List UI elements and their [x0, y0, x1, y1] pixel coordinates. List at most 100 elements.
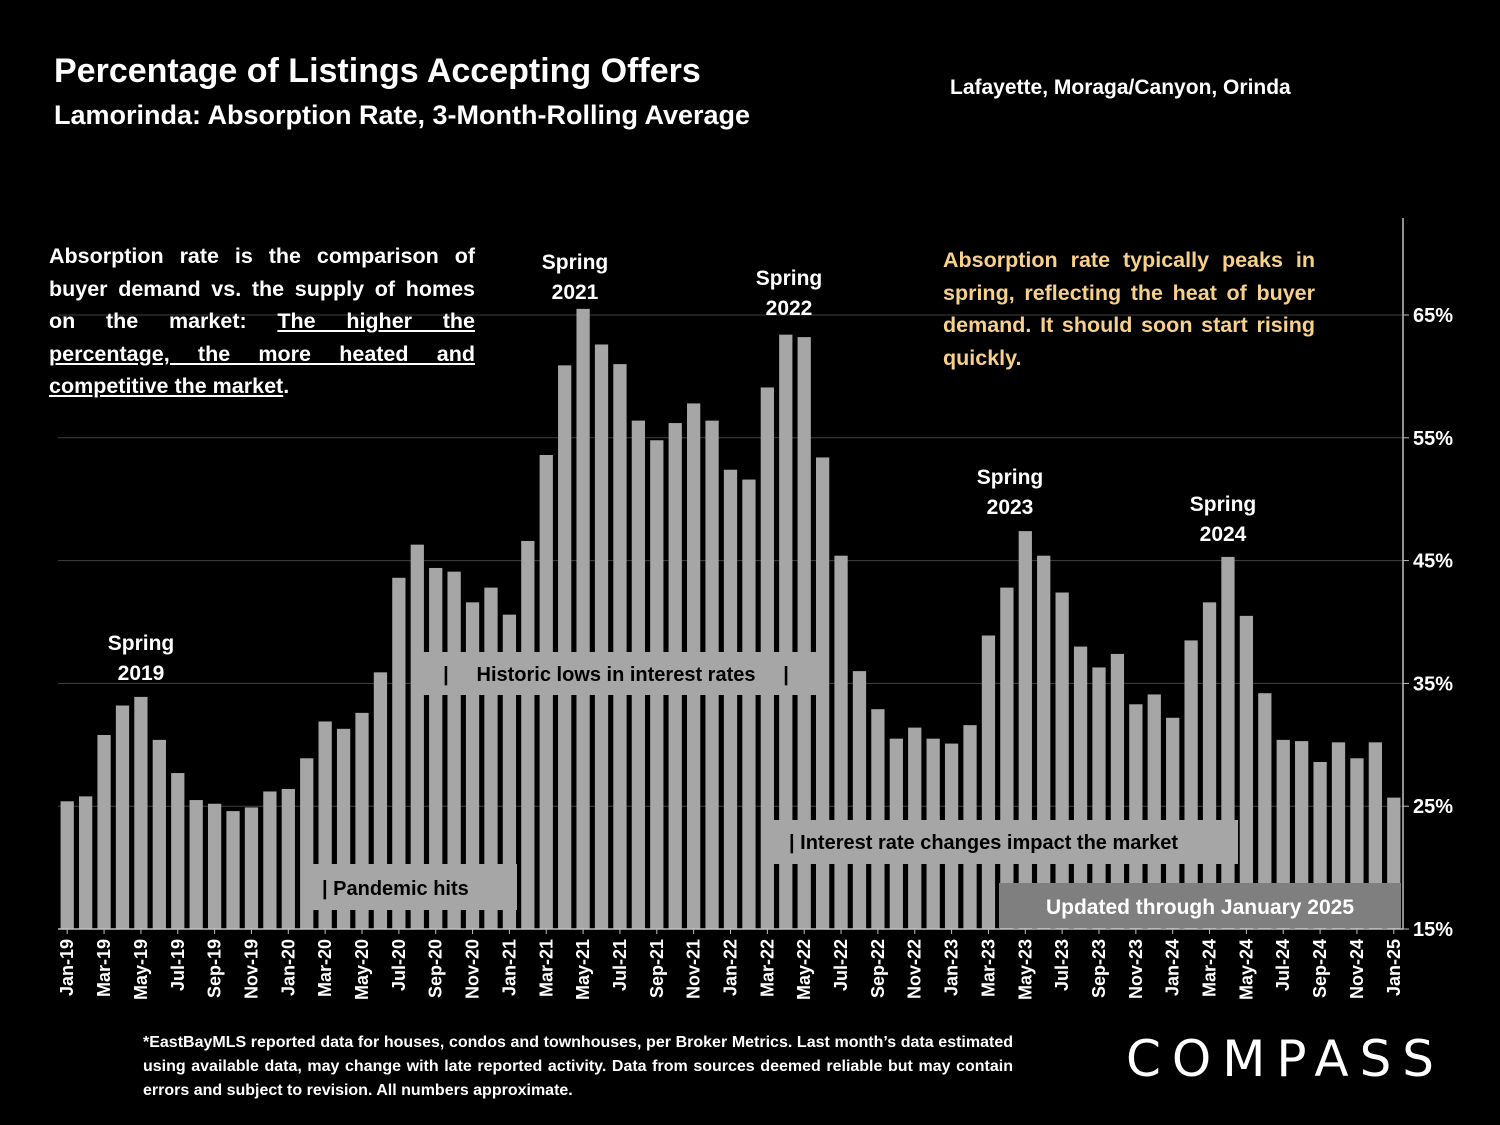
note-left-underlined-1: The higher the percentage, the more heat…	[49, 309, 475, 366]
x-tick-label: Jan-25	[1384, 939, 1404, 996]
bar-Apr-24	[1221, 556, 1235, 929]
y-tick-label: 35%	[1413, 673, 1453, 695]
bar-Apr-21	[558, 365, 572, 929]
annotation-spring-2023-l1: Spring	[977, 466, 1044, 489]
updated-label: Updated through January 2025	[1046, 896, 1354, 919]
x-tick-label: Nov-22	[905, 939, 925, 999]
x-tick-label: Sep-21	[647, 939, 667, 998]
axes: 15% 25% 35% 45% 55% 65% Jan-19 Mar-19 May-19 Jul-…	[57, 218, 1453, 1000]
y-tick-label: 25%	[1413, 796, 1453, 818]
bar-Jun-23	[1037, 555, 1051, 929]
x-tick-label: Sep-20	[426, 939, 446, 998]
bar-Feb-19	[79, 796, 93, 929]
x-tick-label: May-21	[573, 939, 593, 1000]
rate-changes-label: | Interest rate changes impact the marke…	[789, 832, 1178, 854]
bar-Jan-19	[60, 801, 74, 929]
bar-May-19	[134, 696, 148, 929]
x-tick-label: Jan-23	[942, 939, 962, 996]
bar-Jul-22	[834, 555, 848, 929]
x-tick-label: Nov-19	[241, 939, 261, 999]
bar-Apr-22	[779, 334, 793, 929]
annotation-spring-2022-l1: Spring	[756, 267, 823, 290]
bar-Dec-23	[1147, 694, 1161, 929]
bar-May-22	[797, 337, 811, 929]
x-tick-label: Mar-24	[1200, 939, 1220, 997]
bar-Dec-24	[1368, 742, 1382, 929]
pandemic-box	[302, 864, 517, 910]
x-tick-label: May-22	[794, 939, 814, 1000]
bar-Mar-23	[981, 635, 996, 929]
x-tick-label: Nov-20	[463, 939, 483, 999]
bar-Jul-20	[392, 577, 406, 929]
bar-Oct-19	[226, 811, 240, 929]
x-tick-label: Jul-23	[1052, 939, 1072, 991]
bar-Sep-19	[207, 803, 222, 929]
annotation-spring-2024-l2: 2024	[1200, 523, 1247, 546]
bar-Aug-19	[189, 800, 203, 929]
annotation-spring-2019-l1: Spring	[108, 632, 175, 655]
rate-changes-box	[769, 820, 1238, 864]
bar-May-24	[1239, 615, 1254, 929]
bar-Sep-22	[871, 709, 885, 929]
pandemic-label: | Pandemic hits	[322, 878, 469, 900]
bar-Dec-19	[263, 791, 277, 929]
bar-Jul-24	[1276, 739, 1290, 929]
x-tick-label: Jul-24	[1273, 939, 1293, 991]
annotations: Spring 2019 Spring 2021 Spring 2022 Spri…	[108, 251, 1401, 928]
x-tick-label: Mar-21	[536, 939, 556, 997]
x-tick-label: Jul-19	[168, 939, 188, 991]
region-label: Lafayette, Moraga/Canyon, Orinda	[950, 76, 1291, 99]
x-tick-label: Mar-19	[94, 939, 114, 997]
y-tick-label: 55%	[1413, 428, 1453, 450]
x-tick-label: May-20	[352, 939, 372, 1000]
bar-Jan-22	[723, 469, 738, 929]
note-left-period: .	[283, 374, 290, 398]
absorption-definition-note: Absorption rate is the comparison of buy…	[49, 240, 475, 403]
annotation-spring-2022-l2: 2022	[766, 297, 813, 320]
annotation-spring-2021-l2: 2021	[552, 281, 599, 304]
bar-Apr-19	[115, 705, 130, 929]
chart-title: Percentage of Listings Accepting Offers	[54, 52, 701, 90]
footnote: *EastBayMLS reported data for houses, co…	[143, 1034, 1013, 1099]
x-tick-label: Nov-24	[1347, 939, 1367, 999]
x-tick-label: Jan-20	[278, 939, 298, 996]
x-tick-label: Sep-22	[868, 939, 888, 998]
annotation-spring-2024-l1: Spring	[1190, 493, 1257, 516]
bar-Aug-20	[410, 544, 424, 929]
bar-Jun-24	[1258, 693, 1272, 929]
bar-Jul-19	[171, 773, 185, 929]
bar-Nov-23	[1129, 704, 1143, 929]
bar-Oct-24	[1331, 742, 1346, 929]
note-left-last-line: competitive the market.	[49, 370, 475, 403]
spring-peak-note: Absorption rate typically peaks in sprin…	[943, 248, 1315, 370]
x-tick-label: Nov-23	[1126, 939, 1146, 999]
bar-May-21	[576, 308, 590, 929]
note-left-underlined-2: competitive the market	[49, 374, 284, 398]
x-tick-label: Jan-19	[57, 939, 77, 996]
historic-lows-box	[414, 652, 826, 695]
bar-Feb-21	[521, 540, 535, 929]
x-tick-label: Jul-22	[831, 939, 851, 991]
bar-Apr-23	[1000, 587, 1014, 929]
x-tick-label: Nov-21	[684, 939, 704, 999]
bar-Aug-22	[852, 671, 867, 929]
bar-Mar-19	[97, 734, 111, 929]
x-tick-label: May-23	[1015, 939, 1035, 1000]
bar-Jun-19	[152, 739, 166, 929]
annotation-spring-2023-l2: 2023	[987, 496, 1034, 519]
y-tick-label: 45%	[1413, 551, 1453, 573]
chart-subtitle: Lamorinda: Absorption Rate, 3-Month-Roll…	[54, 100, 751, 130]
note-left-text: Absorption rate is the comparison of buy…	[49, 244, 475, 333]
x-tick-label: Jan-24	[1163, 939, 1183, 996]
bar-Feb-22	[742, 479, 756, 929]
x-tick-label: Jul-20	[389, 939, 409, 991]
bar-Nov-19	[244, 807, 259, 929]
x-tick-label: Mar-22	[757, 939, 777, 997]
bar-Jul-21	[613, 364, 627, 929]
compass-logo: COMPASS	[1126, 1030, 1446, 1088]
bar-Aug-24	[1295, 741, 1309, 929]
x-tick-label: Jan-21	[499, 939, 519, 996]
x-tick-label: Jul-21	[610, 939, 630, 991]
bar-May-23	[1018, 531, 1032, 929]
